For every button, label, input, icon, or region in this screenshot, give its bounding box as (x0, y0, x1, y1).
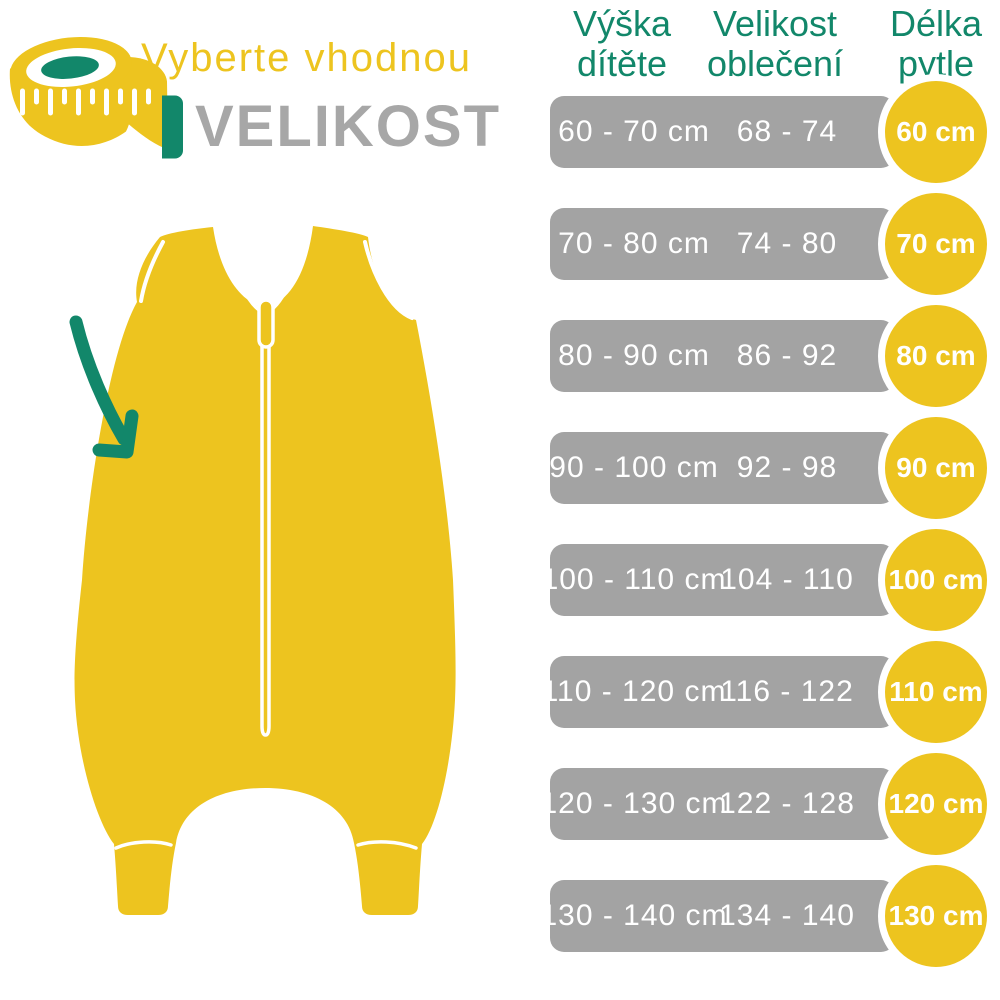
bag-length-badge: 120 cm (878, 746, 994, 862)
bag-length-badge: 110 cm (878, 634, 994, 750)
size-table-row: 120 - 130 cm 122 - 128 120 cm (540, 746, 994, 862)
child-height-value: 90 - 100 cm (549, 451, 719, 484)
clothing-size-value: 92 - 98 (736, 451, 838, 484)
bag-length-badge: 80 cm (878, 298, 994, 414)
size-table-row: 110 - 120 cm 116 - 122 110 cm (541, 634, 994, 750)
bag-length-badge: 100 cm (878, 522, 994, 638)
measuring-tape-icon (9, 36, 183, 159)
clothing-size-value: 104 - 110 (720, 563, 854, 596)
column-header-clothing-size: Velikost oblečení (706, 3, 844, 84)
clothing-size-value: 116 - 122 (720, 675, 854, 708)
clothing-size-value: 122 - 128 (719, 787, 855, 820)
size-table-row: 70 - 80 cm 74 - 80 70 cm (550, 186, 994, 302)
child-height-value: 80 - 90 cm (558, 339, 710, 372)
size-table: Výška dítěte Velikost oblečení Délka pyt… (540, 0, 1000, 1000)
size-table-row: 60 - 70 cm 68 - 74 60 cm (550, 74, 994, 190)
child-height-value: 130 - 140 cm (540, 899, 728, 932)
bag-length-badge: 70 cm (878, 186, 994, 302)
size-table-header: Výška dítěte Velikost oblečení Délka pyt… (550, 4, 1000, 90)
column-header-child-height: Výška dítěte (572, 3, 672, 84)
size-table-row: 130 - 140 cm 134 - 140 130 cm (540, 858, 994, 974)
bag-length-badge: 130 cm (878, 858, 994, 974)
child-height-value: 60 - 70 cm (558, 115, 710, 148)
brand-title: VELIKOST (195, 94, 502, 159)
child-height-value: 70 - 80 cm (558, 227, 710, 260)
clothing-size-value: 134 - 140 (719, 899, 855, 932)
bag-length-badge: 90 cm (878, 410, 994, 526)
sleeping-bag-with-legs-illustration (74, 226, 456, 915)
size-table-row: 100 - 110 cm 104 - 110 100 cm (541, 522, 994, 638)
clothing-size-value: 74 - 80 (736, 227, 838, 260)
clothing-size-value: 86 - 92 (736, 339, 838, 372)
size-table-body: 60 - 70 cm 68 - 74 60 cm 70 - 80 cm 74 -… (540, 74, 1000, 992)
child-height-value: 120 - 130 cm (540, 787, 728, 820)
clothing-size-value: 68 - 74 (736, 115, 838, 148)
bag-length-badge: 60 cm (878, 74, 994, 190)
brand-tagline: Vyberte vhodnou (141, 36, 472, 80)
curved-arrow-icon (69, 315, 139, 459)
child-height-value: 100 - 110 cm (541, 563, 727, 596)
size-table-row: 80 - 90 cm 86 - 92 80 cm (550, 298, 994, 414)
column-header-bag-length: Délka pytle (889, 3, 983, 84)
child-height-value: 110 - 120 cm (541, 675, 727, 708)
size-table-row: 90 - 100 cm 92 - 98 90 cm (549, 410, 994, 526)
